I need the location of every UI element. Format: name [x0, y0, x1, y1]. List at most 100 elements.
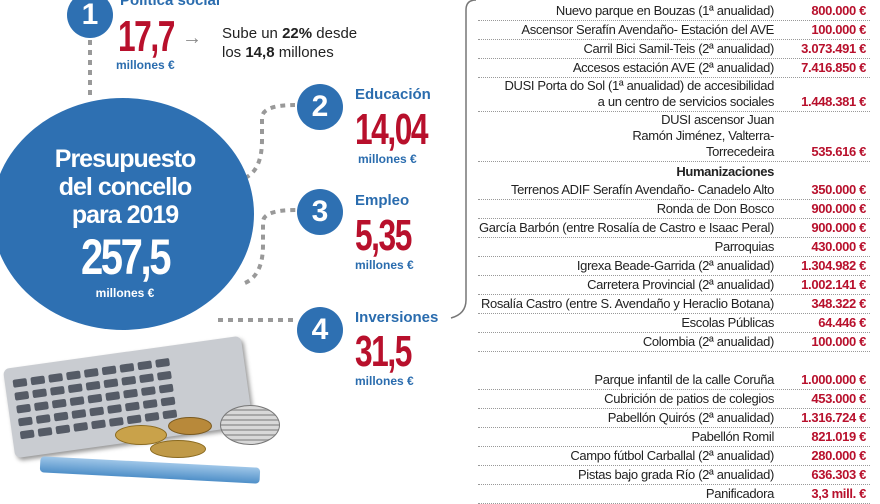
calculator-key — [91, 419, 107, 430]
calculator-key — [71, 409, 87, 419]
category-name-3: Empleo — [355, 192, 410, 209]
item-amount: 64.446 € — [818, 315, 866, 330]
list-item: Rosalía Castro (entre S. Avendaño y Hera… — [478, 295, 870, 314]
calculator-key — [32, 388, 48, 399]
calculator-key — [17, 416, 33, 427]
item-label: Ascensor Serafín Avendaño- Estación del … — [521, 22, 774, 37]
total-budget-circle — [0, 98, 254, 330]
category-unit-1: millones € — [116, 58, 175, 72]
item-amount: 1.316.724 € — [801, 410, 866, 425]
calculator-key — [14, 390, 30, 401]
category-value-4: 31,5 — [355, 327, 412, 376]
number-badge-2: 2 — [297, 84, 343, 130]
list-item: Cubrición de patios de colegios 453.000 € — [478, 390, 870, 409]
item-amount: 900.000 € — [811, 201, 866, 216]
list-item: Nuevo parque en Bouzas (1ª anualidad) 800… — [478, 2, 870, 21]
calculator-key — [85, 380, 101, 391]
item-label: Colombia (2ª anualidad) — [642, 334, 775, 349]
number-badge-4: 4 — [297, 307, 343, 353]
list-item: Carretera Provincial (2ª anualidad) 1.002… — [478, 276, 870, 295]
item-label: Pistas bajo grada Río (2ª anualidad) — [577, 467, 774, 482]
item-label: Humanizaciones — [676, 164, 774, 179]
item-label: Parque infantil de la calle Coruña — [594, 372, 774, 387]
item-label: Igrexa Beade-Garrida (2ª anualidad) — [576, 258, 774, 273]
item-amount: 1.000.000 € — [801, 372, 866, 387]
list-item: Ronda de Don Bosco 900.000 € — [478, 200, 870, 219]
item-amount: 636.303 € — [811, 467, 866, 482]
item-label: Rosalía Castro (entre S. Avendaño y Hera… — [480, 296, 774, 311]
calculator-key — [53, 411, 69, 422]
coin-illustration — [115, 425, 167, 445]
calculator-key — [37, 426, 53, 437]
calculator-key — [156, 370, 172, 381]
investments-list: Nuevo parque en Bouzas (1ª anualidad) 800… — [478, 2, 870, 504]
calculator-key — [137, 360, 153, 371]
item-label: Nuevo parque en Bouzas (1ª anualidad) — [555, 3, 774, 18]
item-amount: 800.000 € — [811, 3, 866, 18]
calculator-key — [19, 429, 35, 440]
category-unit-3: millones € — [355, 258, 414, 272]
calculator-key — [103, 378, 119, 389]
calculator-key — [33, 401, 49, 412]
calculator-key — [140, 386, 156, 397]
title-line: del concello — [58, 173, 192, 201]
list-item: Pabellón Romil 821.019 € — [478, 428, 870, 447]
list-item: DUSI ascensor Juan Ramón Jiménez, Valter… — [478, 112, 870, 162]
item-amount: 100.000 € — [811, 22, 866, 37]
item-amount: 280.000 € — [811, 448, 866, 463]
item-label: Carretera Provincial (2ª anualidad) — [587, 277, 774, 292]
category-name-2: Educación — [355, 86, 431, 103]
total-budget-title: Presupuesto del concello para 2019 — [20, 145, 230, 229]
item-label: Campo fútbol Carballal (2ª anualidad) — [570, 448, 774, 463]
title-line: para 2019 — [71, 201, 179, 229]
calculator-key — [51, 398, 67, 409]
calculator-key — [69, 396, 85, 407]
calculator-key — [142, 399, 158, 409]
category-unit-4: millones € — [355, 374, 414, 388]
calculator-key — [35, 414, 51, 424]
calculator-key — [67, 383, 83, 394]
item-label: Parroquias — [714, 239, 775, 254]
item-label: Terrenos ADIF Serafín Avendaño- Canadelo… — [511, 182, 774, 197]
list-item: Parroquias 430.000 € — [478, 238, 870, 257]
calculator-key — [87, 393, 103, 404]
list-item: Accesos estación AVE (2ª anualidad) 7.416… — [478, 59, 870, 78]
item-amount: 348.322 € — [811, 296, 866, 311]
item-label: García Barbón (entre Rosalía de Castro e… — [478, 220, 774, 235]
category-value-2: 14,04 — [355, 105, 429, 154]
list-item: Campo fútbol Carballal (2ª anualidad) 280… — [478, 447, 870, 466]
item-amount: 1.304.982 € — [801, 258, 866, 273]
list-section-heading: Humanizaciones — [478, 162, 870, 181]
calculator-key — [55, 424, 71, 435]
coin-illustration — [168, 417, 212, 435]
list-item: Ascensor Serafín Avendaño- Estación del … — [478, 21, 870, 40]
calculator-key — [162, 409, 178, 420]
calculator-key — [124, 401, 140, 412]
item-amount: 7.416.850 € — [801, 60, 866, 75]
item-amount: 430.000 € — [811, 239, 866, 254]
item-label: Ronda de Don Bosco — [656, 201, 775, 216]
category-value-3: 5,35 — [355, 211, 412, 260]
list-item: Escolas Públicas 64.446 € — [478, 314, 870, 333]
list-item: García Barbón (entre Rosalía de Castro e… — [478, 219, 870, 238]
item-label: Pabellón Romil — [691, 429, 774, 444]
calculator-key — [121, 375, 137, 386]
category-value-1: 17,7 — [118, 12, 175, 61]
item-amount: 1.002.141 € — [801, 277, 866, 292]
item-label: Carril Bici Samil-Teis (2ª anualidad) — [583, 41, 774, 56]
item-label: Panificadora — [705, 486, 774, 501]
change-note: Sube un 22% desde los 14,8 millones — [222, 25, 358, 61]
calculator-key — [126, 414, 142, 425]
category-name-4: Inversiones — [355, 309, 439, 326]
list-item: Terrenos ADIF Serafín Avendaño- Canadelo… — [478, 181, 870, 200]
number-badge-1: 1 — [67, 0, 113, 38]
total-budget-value: 257,5 — [80, 229, 172, 285]
item-label: Cubrición de patios de colegios — [604, 391, 774, 406]
calculator-key — [119, 362, 135, 373]
calculator-key — [65, 370, 81, 381]
list-item: Carril Bici Samil-Teis (2ª anualidad) 3.0… — [478, 40, 870, 59]
list-item: Pabellón Quirós (2ª anualidad) 1.316.724 … — [478, 409, 870, 428]
calculator-key — [48, 372, 64, 383]
list-item: Parque infantil de la calle Coruña 1.000.… — [478, 371, 870, 390]
